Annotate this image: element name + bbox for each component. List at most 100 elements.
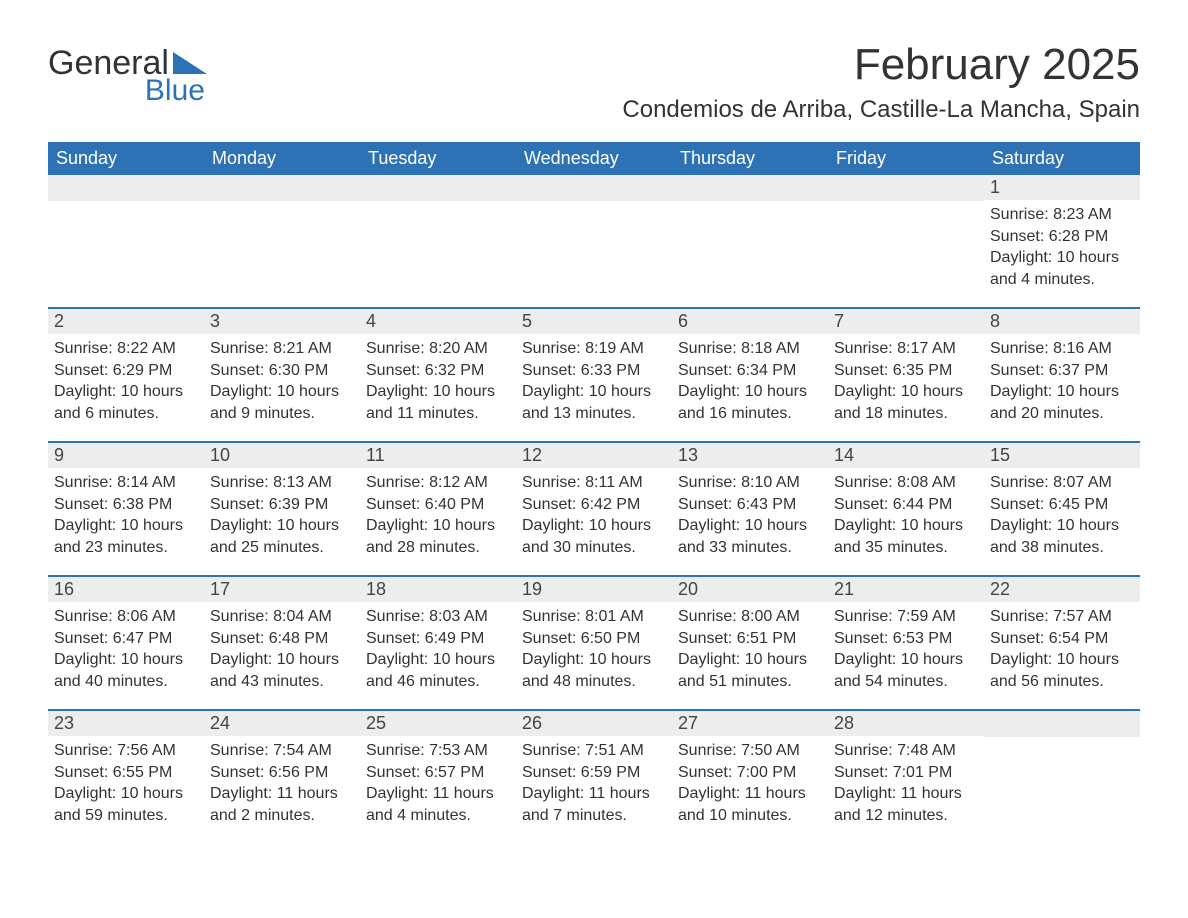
day-details: Sunrise: 7:59 AMSunset: 6:53 PMDaylight:…: [828, 602, 984, 692]
sunrise-line: Sunrise: 7:51 AM: [522, 740, 666, 762]
daylight-line: Daylight: 11 hours and 10 minutes.: [678, 783, 822, 826]
day-number: 4: [360, 309, 516, 334]
sunrise-line: Sunrise: 7:53 AM: [366, 740, 510, 762]
daylight-line: Daylight: 10 hours and 16 minutes.: [678, 381, 822, 424]
daylight-line: Daylight: 10 hours and 18 minutes.: [834, 381, 978, 424]
weekday-header: Friday: [828, 142, 984, 175]
day-details: Sunrise: 8:04 AMSunset: 6:48 PMDaylight:…: [204, 602, 360, 692]
sunset-line: Sunset: 6:56 PM: [210, 762, 354, 784]
sunset-line: Sunset: 6:48 PM: [210, 628, 354, 650]
sunset-line: Sunset: 6:49 PM: [366, 628, 510, 650]
calendar-day: 24 Sunrise: 7:54 AMSunset: 6:56 PMDayligh…: [204, 711, 360, 843]
calendar-day: 9Sunrise: 8:14 AMSunset: 6:38 PMDaylight…: [48, 443, 204, 575]
sunrise-line: Sunrise: 7:54 AM: [210, 740, 354, 762]
calendar-week: 1Sunrise: 8:23 AMSunset: 6:28 PMDaylight…: [48, 175, 1140, 307]
calendar-day-empty: [516, 175, 672, 307]
calendar-day: 11Sunrise: 8:12 AMSunset: 6:40 PMDayligh…: [360, 443, 516, 575]
calendar-day: 21Sunrise: 7:59 AMSunset: 6:53 PMDayligh…: [828, 577, 984, 709]
sunset-line: Sunset: 6:53 PM: [834, 628, 978, 650]
sunset-line: Sunset: 6:43 PM: [678, 494, 822, 516]
day-number: 10: [204, 443, 360, 468]
sunset-line: Sunset: 6:30 PM: [210, 360, 354, 382]
calendar-day: 5Sunrise: 8:19 AMSunset: 6:33 PMDaylight…: [516, 309, 672, 441]
calendar-day: 8Sunrise: 8:16 AMSunset: 6:37 PMDaylight…: [984, 309, 1140, 441]
calendar-day-empty: [984, 711, 1140, 843]
calendar-day: 19Sunrise: 8:01 AMSunset: 6:50 PMDayligh…: [516, 577, 672, 709]
daylight-line: Daylight: 11 hours and 2 minutes.: [210, 783, 354, 826]
day-number: 20: [672, 577, 828, 602]
day-details: Sunrise: 8:12 AMSunset: 6:40 PMDaylight:…: [360, 468, 516, 558]
sunrise-line: Sunrise: 8:18 AM: [678, 338, 822, 360]
sunrise-line: Sunrise: 8:06 AM: [54, 606, 198, 628]
daylight-line: Daylight: 10 hours and 6 minutes.: [54, 381, 198, 424]
weekday-header-row: SundayMondayTuesdayWednesdayThursdayFrid…: [48, 142, 1140, 175]
sunrise-line: Sunrise: 8:03 AM: [366, 606, 510, 628]
daylight-line: Daylight: 10 hours and 43 minutes.: [210, 649, 354, 692]
daylight-line: Daylight: 10 hours and 38 minutes.: [990, 515, 1134, 558]
title-block: February 2025 Condemios de Arriba, Casti…: [622, 40, 1140, 124]
calendar-day: 7Sunrise: 8:17 AMSunset: 6:35 PMDaylight…: [828, 309, 984, 441]
sunrise-line: Sunrise: 8:01 AM: [522, 606, 666, 628]
day-details: Sunrise: 8:08 AMSunset: 6:44 PMDaylight:…: [828, 468, 984, 558]
daylight-line: Daylight: 10 hours and 4 minutes.: [990, 247, 1134, 290]
day-details: Sunrise: 8:14 AMSunset: 6:38 PMDaylight:…: [48, 468, 204, 558]
sunrise-line: Sunrise: 8:11 AM: [522, 472, 666, 494]
calendar-week: 16Sunrise: 8:06 AMSunset: 6:47 PMDayligh…: [48, 575, 1140, 709]
day-number: 9: [48, 443, 204, 468]
day-details: Sunrise: 8:20 AMSunset: 6:32 PMDaylight:…: [360, 334, 516, 424]
sunrise-line: Sunrise: 8:08 AM: [834, 472, 978, 494]
sunset-line: Sunset: 6:33 PM: [522, 360, 666, 382]
sunset-line: Sunset: 6:54 PM: [990, 628, 1134, 650]
calendar-day-empty: [672, 175, 828, 307]
day-number: [672, 175, 828, 201]
daylight-line: Daylight: 10 hours and 46 minutes.: [366, 649, 510, 692]
logo: General Blue: [48, 40, 207, 106]
day-details: Sunrise: 7:51 AMSunset: 6:59 PMDaylight:…: [516, 736, 672, 826]
sunset-line: Sunset: 6:55 PM: [54, 762, 198, 784]
day-number: 24: [204, 711, 360, 736]
calendar-day: 22Sunrise: 7:57 AMSunset: 6:54 PMDayligh…: [984, 577, 1140, 709]
day-number: 8: [984, 309, 1140, 334]
sunrise-line: Sunrise: 8:10 AM: [678, 472, 822, 494]
sunrise-line: Sunrise: 8:19 AM: [522, 338, 666, 360]
day-number: 18: [360, 577, 516, 602]
daylight-line: Daylight: 10 hours and 40 minutes.: [54, 649, 198, 692]
day-details: Sunrise: 7:53 AMSunset: 6:57 PMDaylight:…: [360, 736, 516, 826]
calendar-day: 13Sunrise: 8:10 AMSunset: 6:43 PMDayligh…: [672, 443, 828, 575]
day-number: [360, 175, 516, 201]
daylight-line: Daylight: 10 hours and 51 minutes.: [678, 649, 822, 692]
calendar-day: 1Sunrise: 8:23 AMSunset: 6:28 PMDaylight…: [984, 175, 1140, 307]
calendar-day-empty: [828, 175, 984, 307]
sunrise-line: Sunrise: 8:00 AM: [678, 606, 822, 628]
sunrise-line: Sunrise: 8:04 AM: [210, 606, 354, 628]
sunset-line: Sunset: 6:29 PM: [54, 360, 198, 382]
day-number: [516, 175, 672, 201]
calendar-day: 15Sunrise: 8:07 AMSunset: 6:45 PMDayligh…: [984, 443, 1140, 575]
weekday-header: Sunday: [48, 142, 204, 175]
calendar-day: 12Sunrise: 8:11 AMSunset: 6:42 PMDayligh…: [516, 443, 672, 575]
sunset-line: Sunset: 7:01 PM: [834, 762, 978, 784]
day-number: 2: [48, 309, 204, 334]
calendar-week: 9Sunrise: 8:14 AMSunset: 6:38 PMDaylight…: [48, 441, 1140, 575]
daylight-line: Daylight: 11 hours and 12 minutes.: [834, 783, 978, 826]
sunrise-line: Sunrise: 8:21 AM: [210, 338, 354, 360]
day-number: 22: [984, 577, 1140, 602]
weekday-header: Tuesday: [360, 142, 516, 175]
sunset-line: Sunset: 6:34 PM: [678, 360, 822, 382]
day-number: [48, 175, 204, 201]
day-number: [984, 711, 1140, 737]
sunset-line: Sunset: 6:45 PM: [990, 494, 1134, 516]
sunrise-line: Sunrise: 7:48 AM: [834, 740, 978, 762]
day-number: 17: [204, 577, 360, 602]
sunset-line: Sunset: 6:40 PM: [366, 494, 510, 516]
sunset-line: Sunset: 6:38 PM: [54, 494, 198, 516]
calendar-day: 26Sunrise: 7:51 AMSunset: 6:59 PMDayligh…: [516, 711, 672, 843]
calendar-day: 2Sunrise: 8:22 AMSunset: 6:29 PMDaylight…: [48, 309, 204, 441]
day-number: 13: [672, 443, 828, 468]
month-title: February 2025: [622, 40, 1140, 90]
daylight-line: Daylight: 11 hours and 7 minutes.: [522, 783, 666, 826]
calendar-day: 18 Sunrise: 8:03 AMSunset: 6:49 PMDayligh…: [360, 577, 516, 709]
calendar-day-empty: [48, 175, 204, 307]
daylight-line: Daylight: 10 hours and 54 minutes.: [834, 649, 978, 692]
day-details: Sunrise: 8:07 AMSunset: 6:45 PMDaylight:…: [984, 468, 1140, 558]
